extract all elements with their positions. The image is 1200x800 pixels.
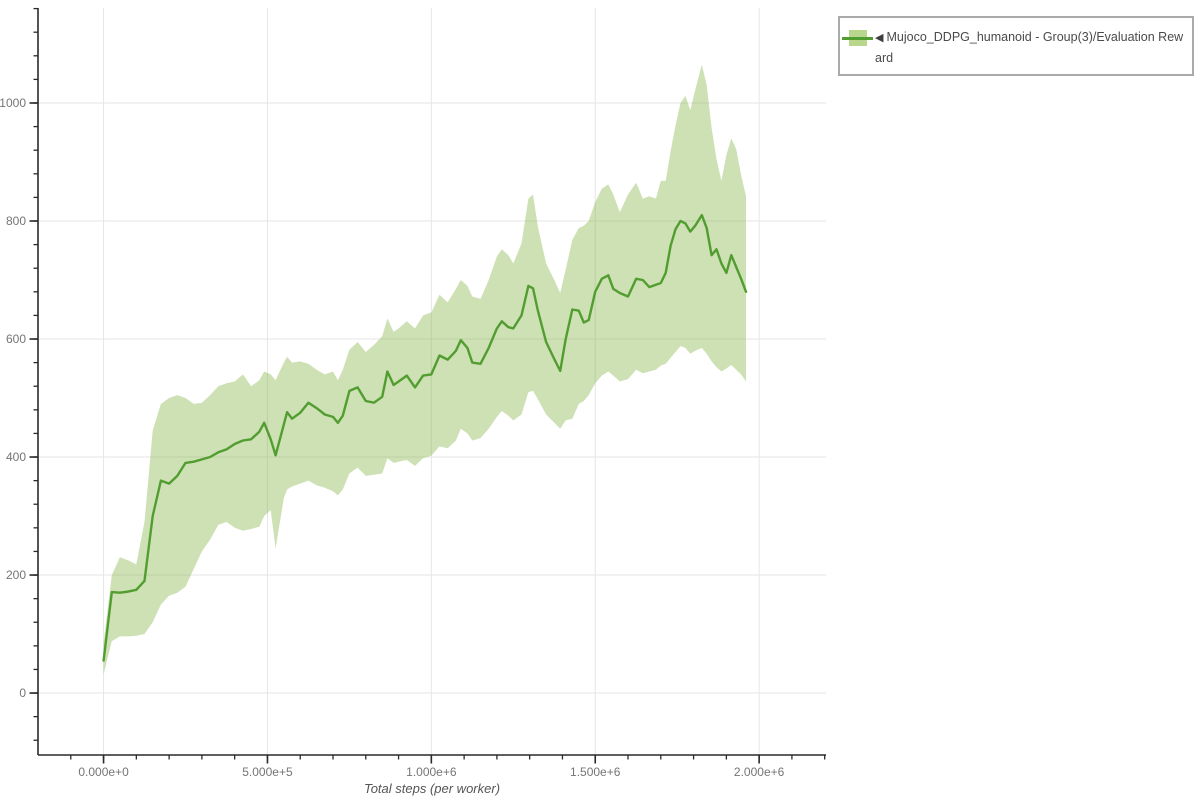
- legend-swatch: [842, 30, 873, 48]
- x-tick-label: 1.500e+6: [570, 765, 621, 779]
- y-tick-label: 0: [19, 686, 26, 700]
- legend-item[interactable]: ◀ Mujoco_DDPG_humanoid - Group(3)/Evalua…: [840, 18, 1192, 68]
- x-tick-label: 5.000e+5: [242, 765, 293, 779]
- y-tick-label: 800: [6, 214, 26, 228]
- x-tick-label: 1.000e+6: [406, 765, 457, 779]
- x-tick-label: 0.000e+0: [78, 765, 129, 779]
- collapse-arrow-icon[interactable]: ◀: [875, 32, 887, 44]
- x-tick-label: 2.000e+6: [734, 765, 785, 779]
- legend-box[interactable]: ◀ Mujoco_DDPG_humanoid - Group(3)/Evalua…: [838, 16, 1194, 76]
- confidence-band: [103, 64, 747, 675]
- y-tick-label: 200: [6, 568, 26, 582]
- legend-series-name: Mujoco_DDPG_humanoid - Group(3)/Evaluati…: [875, 30, 1184, 65]
- mean-line: [102, 213, 748, 662]
- y-tick-label: 1000: [0, 96, 26, 110]
- x-axis-title: Total steps (per worker): [363, 781, 501, 796]
- legend-label[interactable]: ◀ Mujoco_DDPG_humanoid - Group(3)/Evalua…: [875, 27, 1184, 68]
- y-tick-label: 600: [6, 332, 26, 346]
- y-tick-label: 400: [6, 450, 26, 464]
- legend-line-swatch: [842, 37, 873, 40]
